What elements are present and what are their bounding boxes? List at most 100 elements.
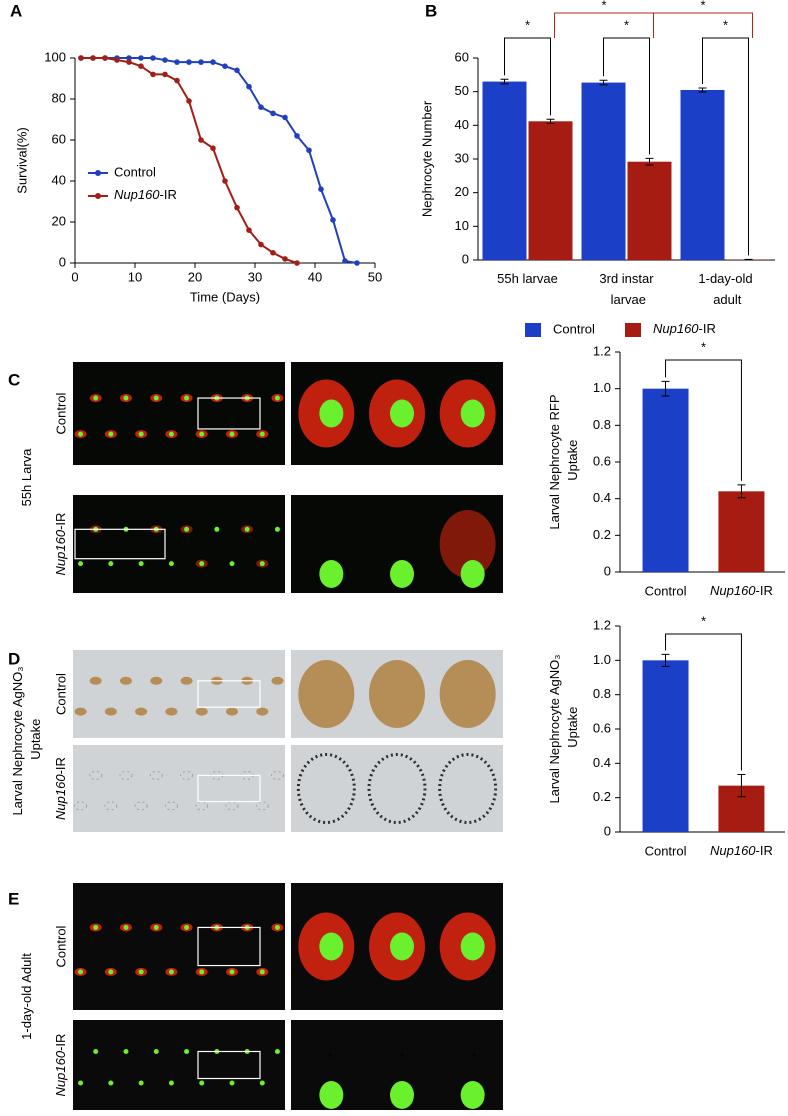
cell (195, 707, 208, 716)
nucleus (184, 1049, 190, 1054)
data-point (282, 256, 288, 262)
significance: * (701, 613, 706, 628)
y-tick-label: 0.6 (593, 720, 611, 735)
data-point (186, 98, 192, 104)
nucleus (108, 431, 114, 437)
y-tick-label: 0 (59, 254, 66, 269)
nucleus (168, 1080, 174, 1086)
data-point (78, 55, 84, 61)
y-tick-label: 40 (455, 117, 469, 132)
bracket (665, 359, 742, 481)
y-tick-label: 0 (604, 563, 611, 578)
nucleus (93, 924, 99, 930)
data-point (222, 178, 228, 184)
legend-marker (95, 193, 101, 199)
nucleus (274, 924, 280, 930)
nucleus (229, 969, 235, 975)
data-point (114, 57, 120, 63)
bar (528, 121, 573, 260)
cell (119, 770, 133, 780)
cell (150, 676, 163, 685)
significance: * (701, 339, 706, 354)
axis-label: Larval Nephrocyte AgNO₃ Uptake (10, 666, 43, 815)
significance: * (624, 17, 629, 32)
legend-marker (95, 170, 101, 176)
significance: * (700, 0, 705, 12)
nucleus (123, 924, 129, 930)
data-point (330, 217, 336, 223)
micrograph (73, 495, 285, 593)
row-label: Control (53, 673, 68, 715)
cell (367, 753, 427, 824)
error-bar (645, 157, 654, 166)
nucleus (390, 1081, 414, 1109)
nucleus (319, 399, 344, 428)
nucleus (153, 1049, 159, 1054)
error-bar (698, 87, 707, 93)
y-tick-label: 0.2 (593, 527, 611, 542)
cell (104, 801, 118, 811)
y-tick-label: 1.0 (593, 652, 611, 667)
bar (642, 660, 689, 832)
data-point (246, 227, 252, 233)
data-point (198, 59, 204, 65)
significance: * (723, 17, 728, 32)
image-mark: * (471, 1049, 476, 1064)
bracket (603, 37, 650, 155)
error-bar (744, 258, 753, 261)
x-tick-label: 40 (308, 269, 322, 284)
nucleus (168, 431, 174, 437)
data-point (354, 260, 360, 266)
data-point (210, 145, 216, 151)
nucleus (460, 560, 485, 588)
data-point (138, 63, 144, 69)
bar (718, 491, 765, 572)
nucleus (390, 560, 414, 588)
cell (89, 770, 103, 780)
error-bar (661, 653, 670, 667)
cell (74, 801, 88, 811)
x-tick-label: 20 (188, 269, 202, 284)
x-tick-label: 3rd instar larvae (599, 271, 654, 307)
y-tick-label: 0.4 (593, 755, 611, 770)
inset-box (197, 774, 261, 803)
cell (255, 801, 269, 811)
bar (482, 81, 527, 260)
data-point (210, 59, 216, 65)
cell (89, 676, 102, 685)
y-tick-label: 0.2 (593, 789, 611, 804)
nucleus (123, 395, 129, 401)
cell (226, 707, 238, 716)
series-line (81, 57, 358, 264)
bar (680, 89, 725, 260)
nucleus (138, 969, 144, 975)
bracket (653, 12, 753, 38)
cell (120, 676, 132, 685)
cell (149, 770, 163, 780)
nucleus (259, 561, 265, 567)
nucleus (78, 561, 84, 567)
data-point (234, 67, 240, 74)
legend-label: Control (114, 164, 156, 179)
panel-label: A (10, 1, 22, 20)
y-tick-label: 40 (52, 172, 66, 187)
micrograph (73, 650, 285, 738)
legend-label: Control (553, 321, 595, 336)
data-point (126, 55, 132, 61)
cell (164, 801, 178, 811)
micrograph (73, 745, 285, 832)
cell (74, 707, 87, 716)
data-point (234, 204, 240, 211)
nucleus (184, 924, 190, 930)
y-tick-label: 1.2 (593, 343, 611, 358)
nucleus (214, 526, 220, 532)
bar (642, 388, 689, 572)
y-tick-label: 10 (455, 218, 469, 233)
data-point (294, 133, 300, 139)
nucleus (259, 431, 265, 437)
data-point (306, 147, 312, 154)
data-point (258, 241, 264, 248)
row-label: Nup160-IR (53, 1034, 68, 1097)
inset-box (197, 397, 261, 430)
